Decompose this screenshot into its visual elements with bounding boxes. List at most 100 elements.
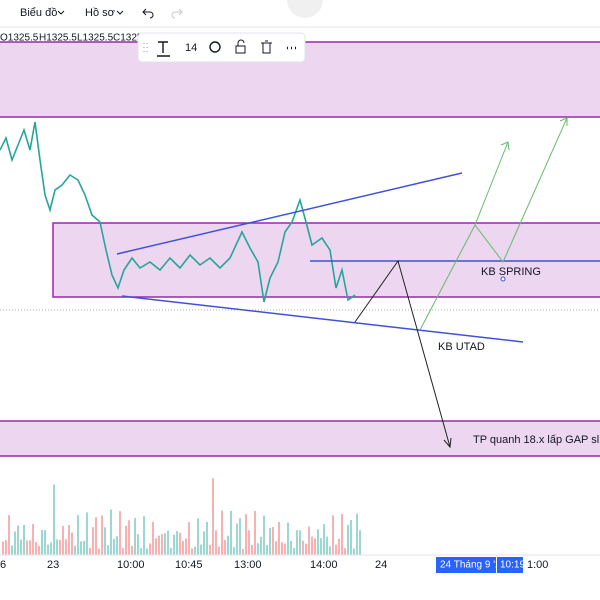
settings-button[interactable] [209, 41, 221, 53]
volume-bar [98, 548, 100, 555]
price-series [0, 121, 356, 303]
volume-bar [68, 525, 70, 555]
volume-bar [242, 548, 244, 555]
time-label: 14:00 [310, 559, 338, 571]
volume-bar [290, 540, 292, 555]
volume-bar [194, 546, 196, 555]
spring-path [474, 117, 568, 263]
volume-bar [305, 543, 307, 555]
volume-bar [350, 519, 352, 555]
font-size[interactable]: 14 [185, 42, 197, 54]
volume-bar [272, 527, 274, 555]
volume-bar [281, 542, 283, 555]
volume-bar [179, 532, 181, 555]
volume-bar [14, 531, 16, 555]
ohlc-low: L1325.5 [77, 33, 114, 44]
ohlc-high: H1325.5 [39, 33, 77, 44]
volume-bar [137, 534, 139, 555]
lower-trendline [121, 295, 524, 343]
volume-bar [269, 527, 271, 555]
volume-bar [332, 515, 334, 555]
volume-bar [92, 527, 94, 555]
volume-bar [119, 511, 121, 555]
shadow-circle [287, 0, 323, 18]
volume-bar [254, 510, 256, 555]
undo-button[interactable] [142, 8, 154, 19]
volume-bar [113, 538, 115, 555]
volume-bar [35, 541, 37, 555]
volume-bar [338, 538, 340, 555]
volume-bar [5, 540, 7, 555]
volume-bar [170, 547, 172, 555]
volume-bar [284, 543, 286, 555]
redo-button[interactable] [171, 8, 183, 19]
volume-bar [206, 521, 208, 555]
volume-bar [80, 541, 82, 555]
volume-bar [257, 543, 259, 555]
volume-bar [149, 543, 151, 555]
chevron [57, 10, 65, 15]
volume-bar [107, 545, 109, 555]
chart-menu[interactable]: Biểu đồ [20, 7, 57, 19]
annotation-spring: KB SPRING [481, 266, 541, 278]
volume-bar [233, 547, 235, 555]
lock-button[interactable] [235, 45, 246, 54]
volume-bar [26, 540, 28, 555]
volume-bar [227, 535, 229, 555]
arrow-head [500, 141, 510, 151]
text-tool[interactable] [157, 41, 170, 57]
volume-bar [20, 539, 22, 555]
volume-bar [74, 545, 76, 555]
volume-bar [89, 547, 91, 555]
time-label: 1:00 [527, 559, 548, 571]
arrow-head [443, 437, 452, 449]
volume-bar [329, 546, 331, 555]
volume-bar [263, 515, 265, 555]
volume-bar [221, 510, 223, 555]
volume-bar [200, 544, 202, 555]
volume-bar [278, 522, 280, 555]
volume-bar [203, 531, 205, 555]
volume-bar [86, 512, 88, 555]
volume-bar [311, 536, 313, 555]
ohlc-close: C1325 [113, 33, 143, 44]
time-label: 10:45 [175, 559, 203, 571]
volume-bar [224, 539, 226, 555]
volume-bar [2, 541, 4, 555]
volume-bar [158, 535, 160, 555]
drag-handle[interactable] [143, 43, 148, 52]
volume-bar [197, 518, 199, 555]
volume-bar [314, 538, 316, 555]
volume-bar [155, 538, 157, 555]
cursor-time: 10:19 [500, 560, 525, 571]
volume-bar [302, 540, 304, 555]
volume-bar [212, 478, 214, 555]
volume-bar [23, 524, 25, 555]
time-label: 24 [375, 559, 387, 571]
volume-bar [29, 540, 31, 555]
bear-path [354, 259, 451, 448]
volume-bar [260, 536, 262, 555]
volume-bar [38, 545, 40, 555]
volume-bar [356, 513, 358, 555]
volume-bar [11, 545, 13, 555]
profile-menu[interactable]: Hồ sơ [85, 7, 115, 19]
arrow-head [559, 117, 568, 126]
volume-bar [128, 520, 130, 555]
volume-bar [359, 530, 361, 555]
volume-bar [152, 521, 154, 555]
volume-bar [287, 522, 289, 555]
volume-bar [143, 516, 145, 555]
volume-bar [59, 539, 61, 555]
volume-bar [323, 524, 325, 555]
delete-button[interactable] [261, 40, 272, 54]
volume-bar [83, 540, 85, 555]
volume-bar [53, 484, 55, 555]
cursor-time-box [497, 557, 523, 573]
volume-bar [317, 529, 319, 555]
volume-bar [32, 523, 34, 555]
volume-bar [308, 526, 310, 555]
time-label: 6 [0, 559, 6, 571]
